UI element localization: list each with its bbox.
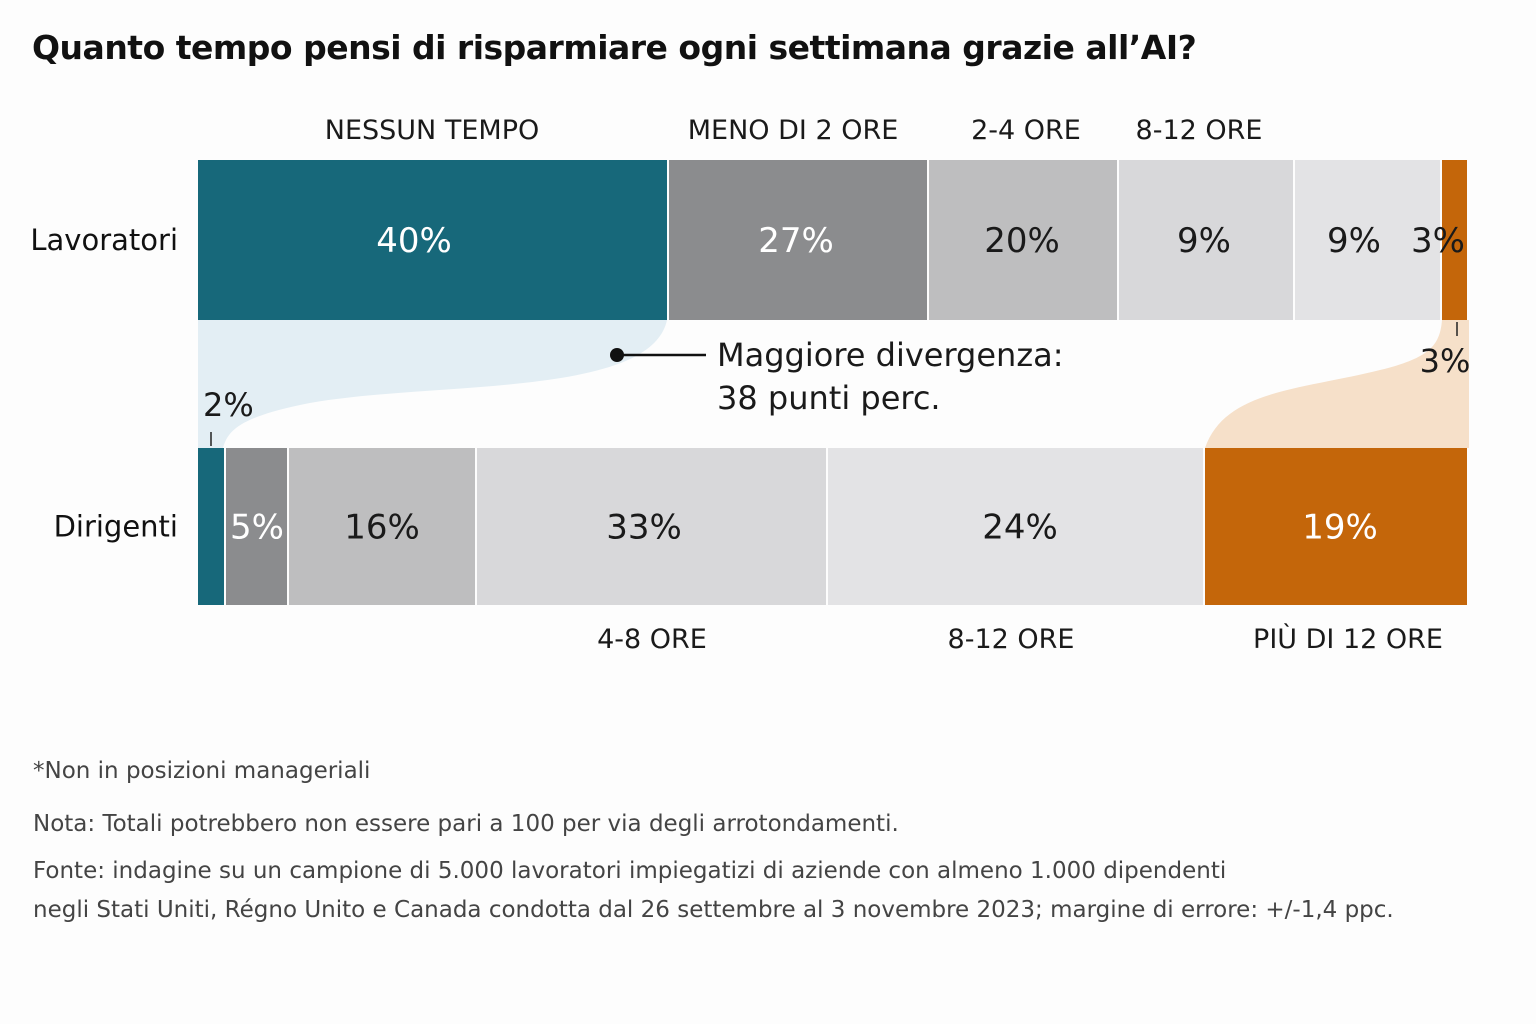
flow-nessun-tempo <box>198 320 667 448</box>
category-label-bottom: PIÙ DI 12 ORE <box>1253 623 1443 655</box>
bar-dirigenti-3 <box>477 448 826 605</box>
data-label: 5% <box>230 508 284 548</box>
chart-title: Quanto tempo pensi di risparmiare ogni s… <box>32 28 1197 67</box>
category-label-top: MENO DI 2 ORE <box>688 115 899 146</box>
annotation-line1: Maggiore divergenza: <box>717 336 1064 374</box>
footnote-nota: Nota: Totali potrebbero non essere pari … <box>33 811 899 837</box>
bar-lavoratori-1 <box>669 160 927 320</box>
flow-piu-di-12-ore <box>1205 320 1469 448</box>
data-label: 9% <box>1327 221 1381 261</box>
data-label: 9% <box>1177 221 1231 261</box>
category-label-top: 8-12 ORE <box>1136 115 1263 146</box>
data-label: 20% <box>984 221 1060 261</box>
data-label: 3% <box>1411 221 1465 261</box>
bar-dirigenti-5 <box>1205 448 1467 605</box>
data-label: 40% <box>376 221 452 261</box>
data-label: 33% <box>606 508 682 548</box>
annotation-line2: 38 punti perc. <box>717 379 941 417</box>
bar-dirigenti-1 <box>226 448 287 605</box>
row-label-lavoratori: Lavoratori <box>30 223 178 257</box>
bar-dirigenti-2 <box>289 448 475 605</box>
bar-lavoratori-2 <box>929 160 1117 320</box>
data-label-dirigenti-nessun-tempo: 2% <box>203 386 254 424</box>
footnote-fonte-2: negli Stati Uniti, Régno Unito e Canada … <box>33 897 1394 923</box>
data-label: 24% <box>982 508 1058 548</box>
bar-dirigenti-0 <box>198 448 224 605</box>
data-label-lavoratori-piu-di-12: 3% <box>1420 342 1471 380</box>
data-label: 16% <box>344 508 420 548</box>
data-label: 27% <box>758 221 834 261</box>
bar-lavoratori-3 <box>1119 160 1293 320</box>
footnote-fonte-1: Fonte: indagine su un campione di 5.000 … <box>33 858 1227 884</box>
bar-lavoratori-5 <box>1442 160 1467 320</box>
category-label-top: 2-4 ORE <box>971 115 1081 146</box>
row-label-dirigenti: Dirigenti <box>54 510 178 544</box>
category-label-top: NESSUN TEMPO <box>325 115 539 146</box>
bar-lavoratori-0 <box>198 160 667 320</box>
category-label-bottom: 8-12 ORE <box>948 624 1075 655</box>
data-label: 19% <box>1302 508 1378 548</box>
bar-lavoratori-4 <box>1295 160 1440 320</box>
bar-dirigenti-4 <box>828 448 1203 605</box>
category-label-bottom: 4-8 ORE <box>597 624 707 655</box>
footnote-asterisk: *Non in posizioni manageriali <box>33 758 371 784</box>
